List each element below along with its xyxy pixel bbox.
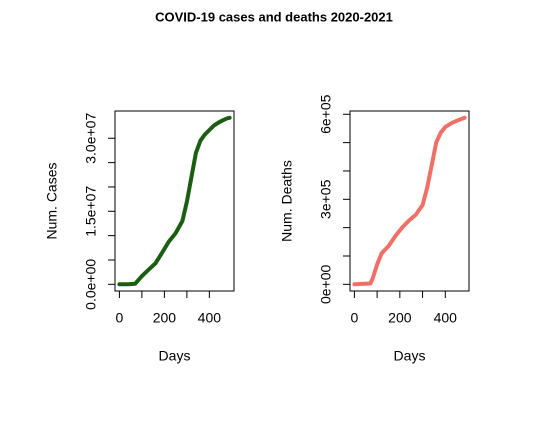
data-line	[352, 115, 467, 287]
x-tick-label: 200	[153, 310, 177, 326]
x-tick-label: 400	[198, 310, 222, 326]
y-tick-label: 3.0e+07	[83, 113, 99, 164]
y-tick-label: 0.0e+00	[83, 259, 99, 310]
y-tick-label: 3e+05	[318, 179, 334, 219]
x-tick-label: 0	[116, 310, 124, 326]
chart-title: COVID-19 cases and deaths 2020-2021	[155, 9, 393, 24]
data-line	[117, 115, 232, 287]
y-axis-label: Num. Deaths	[279, 160, 295, 242]
y-tick-label: 0e+00	[318, 264, 334, 304]
x-axis-label: Days	[159, 348, 191, 364]
x-tick-label: 200	[388, 310, 412, 326]
x-axis-label: Days	[394, 348, 426, 364]
x-tick-label: 400	[434, 310, 458, 326]
y-tick-label: 6e+05	[318, 94, 334, 134]
y-axis-label: Num. Cases	[44, 162, 60, 239]
x-tick-label: 0	[351, 310, 359, 326]
y-tick-label: 1.5e+07	[83, 186, 99, 237]
